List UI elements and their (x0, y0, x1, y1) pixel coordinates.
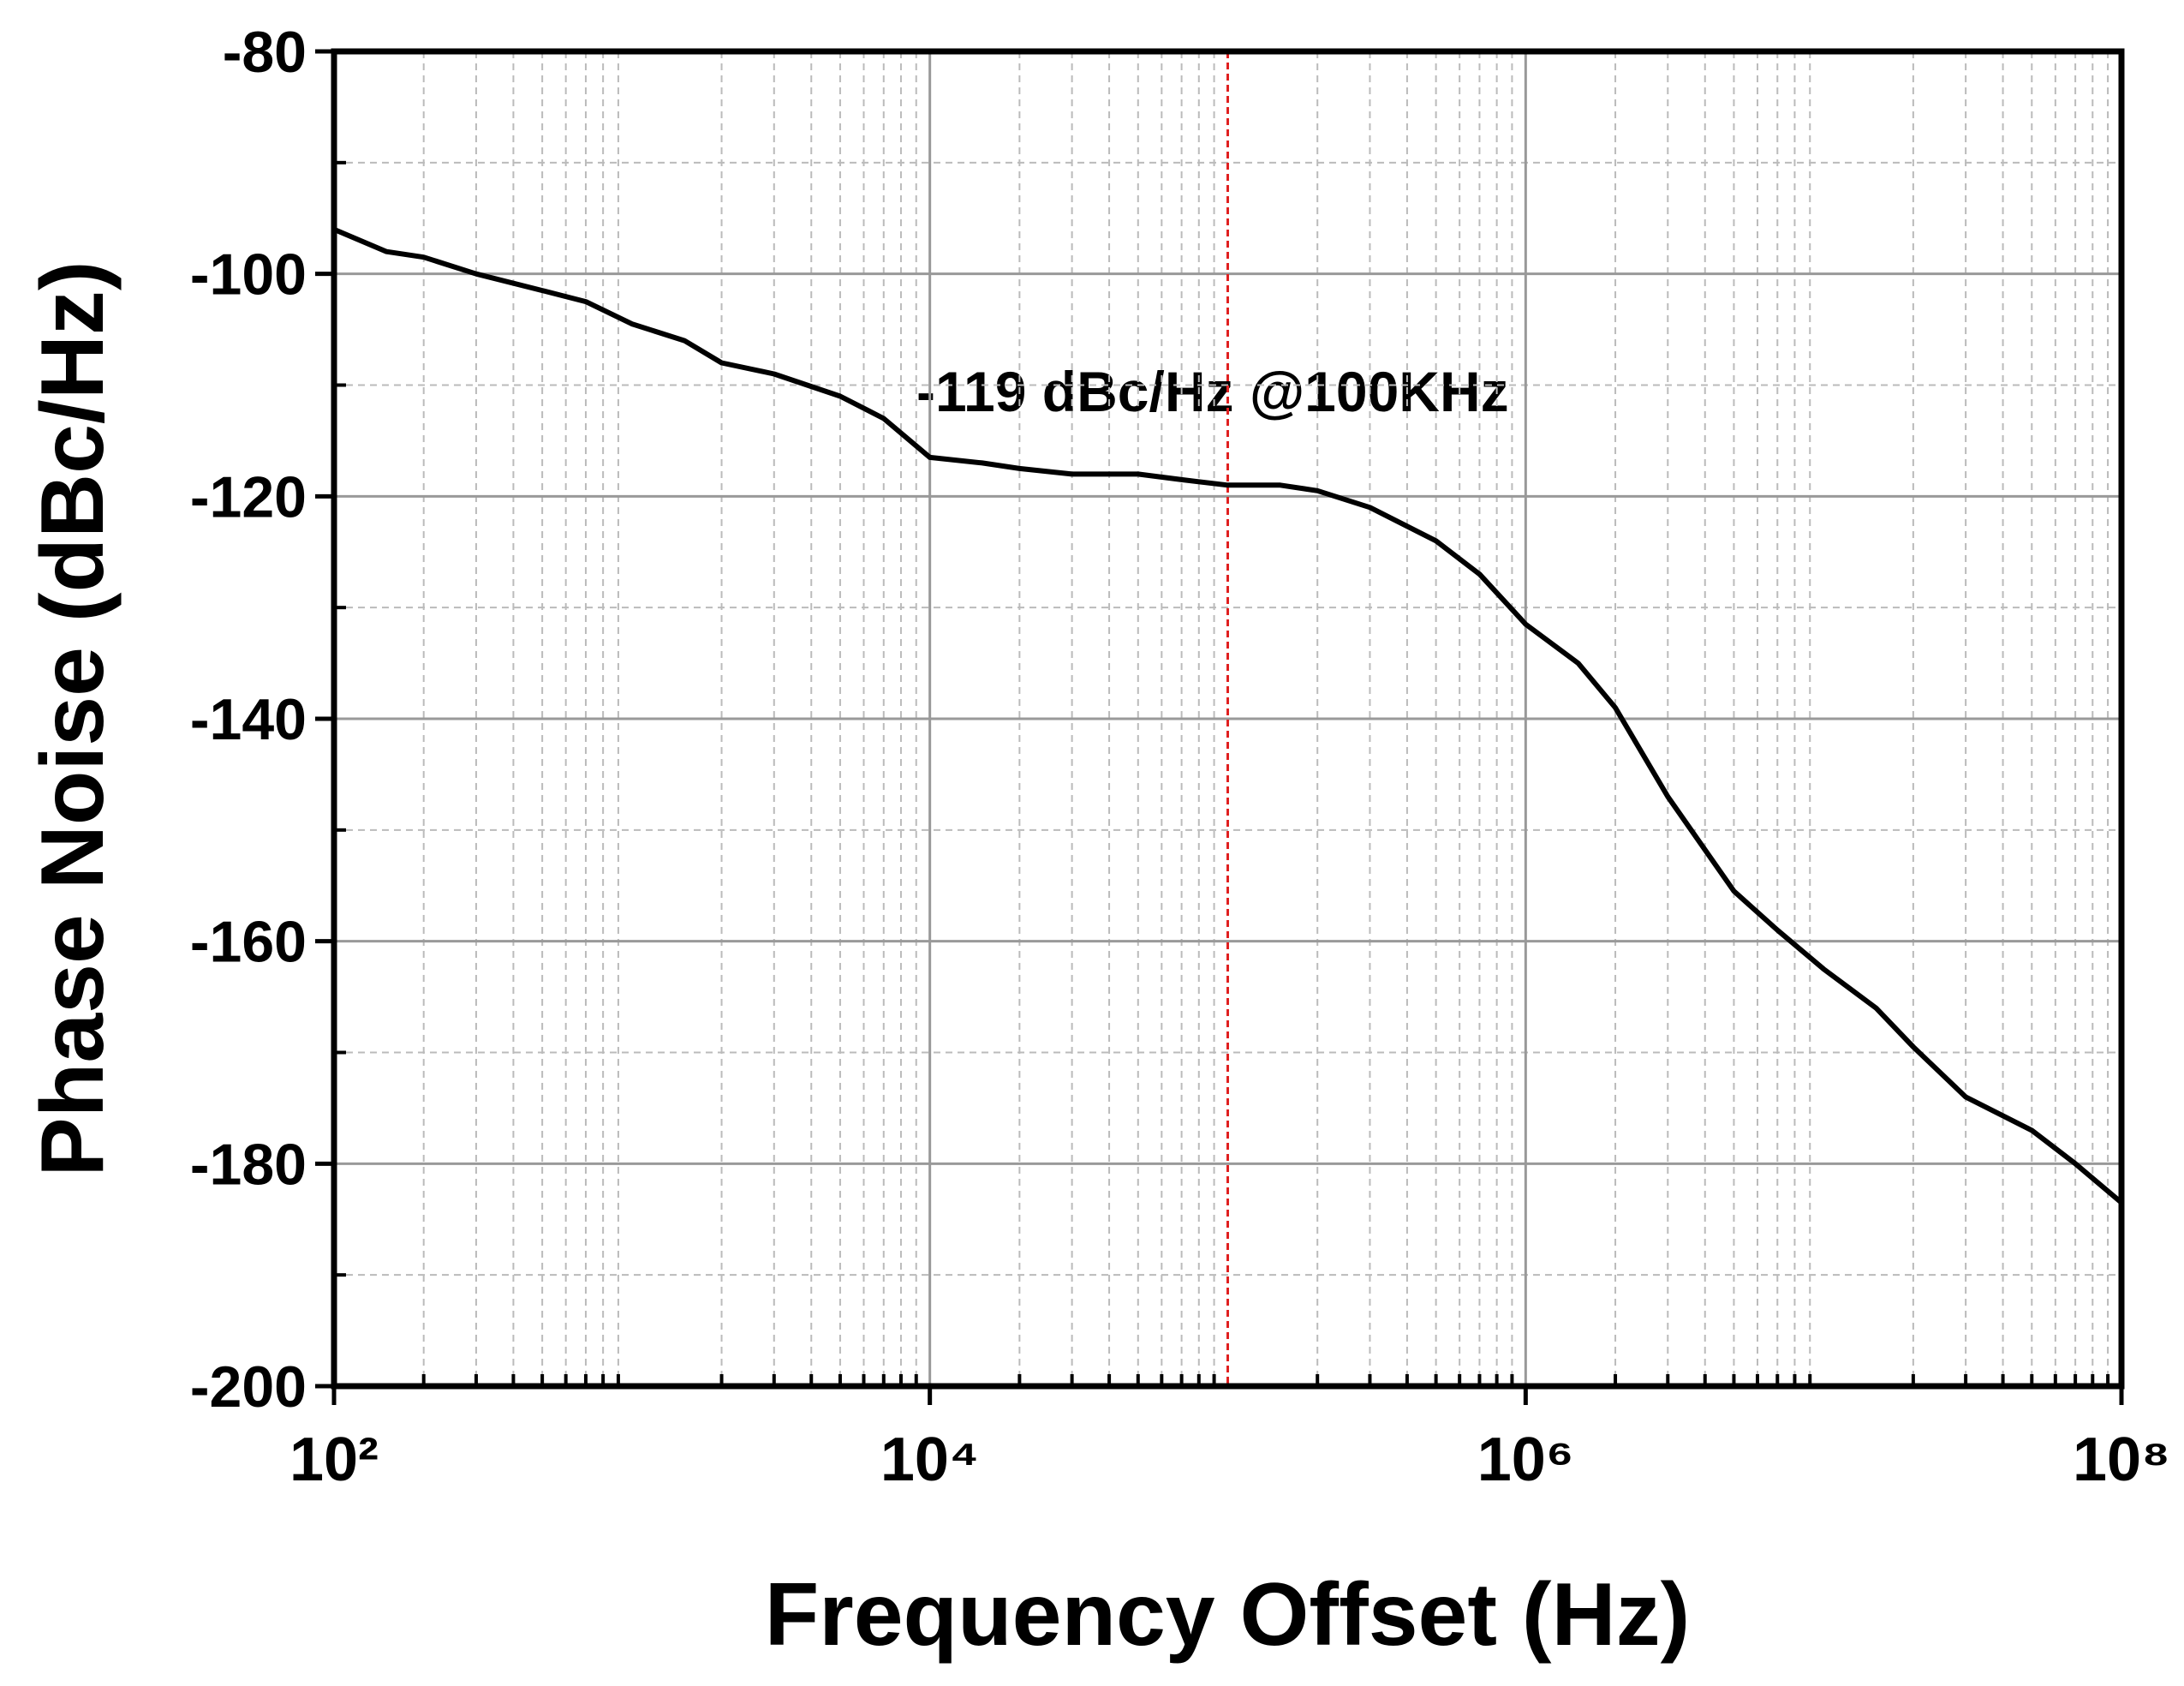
x-tick-label: 10⁸ (2073, 1426, 2170, 1494)
y-tick-label: -120 (190, 464, 307, 529)
annotation: -119 dBc/Hz @100KHz (916, 360, 1509, 423)
x-tick-label: 10² (289, 1426, 379, 1494)
y-axis-title: Phase Noise (dBc/Hz) (23, 260, 122, 1176)
x-tick-label: 10⁴ (880, 1426, 980, 1494)
y-tick-label: -200 (190, 1354, 307, 1420)
plot-frame (331, 48, 2125, 1390)
x-tick-label: 10⁶ (1477, 1426, 1574, 1494)
y-tick-label: -100 (190, 242, 307, 308)
y-tick-label: -180 (190, 1132, 307, 1197)
y-tick-label: -80 (223, 20, 307, 85)
x-axis-title: Frequency Offset (Hz) (765, 1565, 1691, 1665)
y-tick-label: -160 (190, 910, 307, 975)
y-tick-label: -140 (190, 687, 307, 752)
data-line (332, 226, 2123, 1205)
